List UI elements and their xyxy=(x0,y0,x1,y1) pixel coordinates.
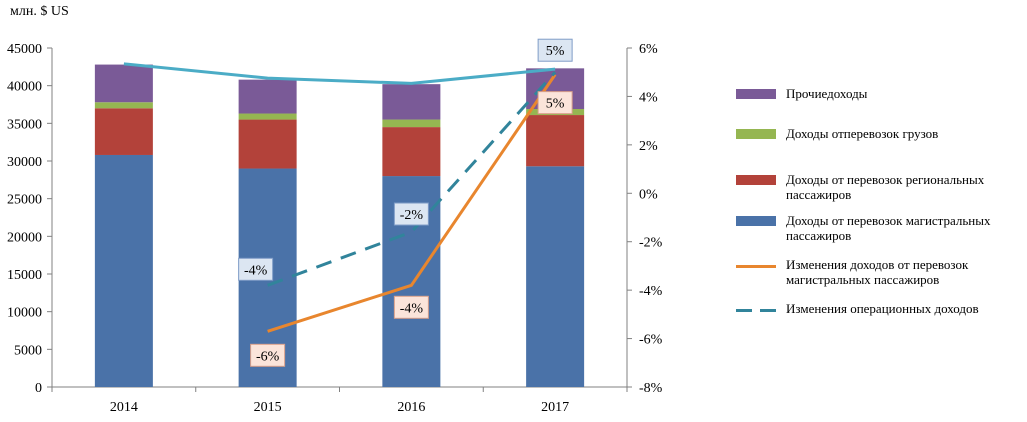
orange-data-label-box xyxy=(250,343,286,367)
bar-segment-3 xyxy=(382,84,441,120)
y-left-tick-label: 35000 xyxy=(7,117,42,132)
bar-segment-1 xyxy=(238,119,297,169)
legend-label-trunk: Доходы от перевозок магистральных пассаж… xyxy=(786,213,991,243)
bar-segment-3 xyxy=(94,64,153,103)
teal-data-label-box xyxy=(393,202,429,226)
x-tick-label: 2014 xyxy=(110,400,138,415)
y-left-tick-label: 45000 xyxy=(7,42,42,57)
legend-item-regional: Доходы от перевозок региональных пассажи… xyxy=(736,172,1021,202)
legend-item-other-income: Прочиедоходы xyxy=(736,86,1021,101)
teal-data-label: -4% xyxy=(244,263,268,278)
x-tick-label: 2016 xyxy=(397,400,425,415)
orange-data-label-box xyxy=(393,295,429,319)
y-left-tick-label: 30000 xyxy=(7,155,42,170)
y-left-tick-label: 40000 xyxy=(7,80,42,95)
teal-data-label: -2% xyxy=(400,208,424,223)
trunk-change-line xyxy=(267,73,557,333)
legend-line-orange xyxy=(736,265,776,268)
orange-data-label: -4% xyxy=(400,301,424,316)
legend-item-trunk-change: Изменения доходов от перевозок магистрал… xyxy=(736,257,1021,287)
legend-label-op-change: Изменения операционных доходов xyxy=(786,301,979,316)
y-left-tick-label: 15000 xyxy=(7,268,42,283)
bar-segment-3 xyxy=(238,79,297,114)
y-right-tick-label: -6% xyxy=(639,333,663,348)
legend-item-trunk: Доходы от перевозок магистральных пассаж… xyxy=(736,213,1021,243)
y-right-tick-label: -2% xyxy=(639,236,663,251)
y-left-tick-label: 5000 xyxy=(14,343,42,358)
orange-data-label: -6% xyxy=(256,349,280,364)
legend-label-regional: Доходы от перевозок региональных пассажи… xyxy=(786,172,985,202)
total-line xyxy=(123,62,556,85)
legend-label-trunk-change: Изменения доходов от перевозок магистрал… xyxy=(786,257,969,287)
y-left-tick-label: 25000 xyxy=(7,193,42,208)
y-right-tick-label: 0% xyxy=(639,187,658,202)
bar-segment-2 xyxy=(94,102,153,109)
y-left-tick-label: 0 xyxy=(35,381,42,396)
bar-segment-0 xyxy=(94,154,153,387)
bar-segment-1 xyxy=(94,108,153,155)
bar-segment-2 xyxy=(382,119,441,128)
y-right-tick-label: 6% xyxy=(639,42,658,57)
legend-line-teal-dashed xyxy=(736,309,776,312)
legend-swatch-trunk xyxy=(736,216,776,226)
legend-item-cargo: Доходы отперевозок грузов xyxy=(736,126,1021,141)
orange-data-label-box xyxy=(537,91,573,115)
legend-item-op-change: Изменения операционных доходов xyxy=(736,301,1021,316)
y-left-tick-label: 10000 xyxy=(7,306,42,321)
bar-segment-1 xyxy=(382,127,441,177)
y-left-tick-label: 20000 xyxy=(7,230,42,245)
bar-segment-1 xyxy=(526,115,585,167)
y-right-tick-label: 4% xyxy=(639,90,658,105)
orange-data-label: 5% xyxy=(546,97,565,112)
legend-label-other: Прочиедоходы xyxy=(786,86,868,101)
x-tick-label: 2017 xyxy=(541,400,569,415)
y-right-tick-label: 2% xyxy=(639,139,658,154)
x-tick-label: 2015 xyxy=(254,400,282,415)
unit-label: млн. $ US xyxy=(10,4,69,19)
legend-swatch-regional xyxy=(736,175,776,185)
y-right-tick-label: -4% xyxy=(639,284,663,299)
legend-label-cargo: Доходы отперевозок грузов xyxy=(786,126,939,141)
teal-data-label: 5% xyxy=(546,44,565,59)
legend-swatch-cargo xyxy=(736,129,776,139)
bar-segment-2 xyxy=(238,113,297,120)
legend-swatch-other xyxy=(736,89,776,99)
operating-change-line xyxy=(267,71,557,287)
teal-data-label-box xyxy=(537,38,573,62)
bar-segment-0 xyxy=(526,166,585,387)
y-right-tick-label: -8% xyxy=(639,381,663,396)
teal-data-label-box xyxy=(238,257,274,281)
